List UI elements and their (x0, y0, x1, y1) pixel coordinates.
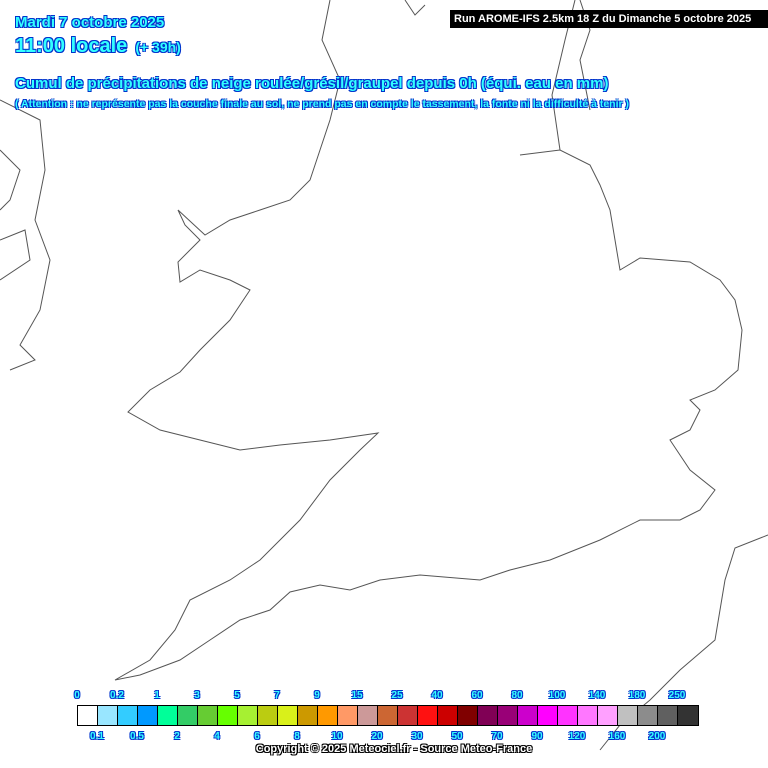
legend-label: 180 (628, 690, 646, 701)
legend-swatch (158, 706, 178, 725)
legend-label: 120 (568, 731, 586, 742)
legend-swatch (178, 706, 198, 725)
lead-time: (+ 39h) (135, 39, 181, 55)
legend-swatch (238, 706, 258, 725)
legend-label: 0.5 (130, 731, 144, 742)
legend-label: 70 (491, 731, 503, 742)
legend-label: 10 (331, 731, 343, 742)
model-run-info: Run AROME-IFS 2.5km 18 Z du Dimanche 5 o… (450, 10, 768, 28)
legend-label: 80 (511, 690, 523, 701)
legend-label: 30 (411, 731, 423, 742)
legend-swatch (578, 706, 598, 725)
legend-swatch (258, 706, 278, 725)
legend-swatch (358, 706, 378, 725)
legend-swatch (338, 706, 358, 725)
legend-swatch (658, 706, 678, 725)
legend-label: 1 (154, 690, 160, 701)
legend-label: 2 (174, 731, 180, 742)
coastline-ireland (0, 99, 51, 371)
legend-swatch (598, 706, 618, 725)
forecast-time: 11:00 locale (+ 39h) (15, 35, 181, 58)
legend-swatch (118, 706, 138, 725)
legend-swatch (278, 706, 298, 725)
legend-label: 9 (314, 690, 320, 701)
legend-label: 3 (194, 690, 200, 701)
map-title: Cumul de précipitations de neige roulée/… (15, 75, 609, 92)
legend-swatch (138, 706, 158, 725)
legend-label: 200 (648, 731, 666, 742)
legend-label: 0.1 (90, 731, 104, 742)
legend-swatch (438, 706, 458, 725)
legend-swatch (398, 706, 418, 725)
legend-label: 50 (451, 731, 463, 742)
legend-label: 250 (668, 690, 686, 701)
legend-swatch (678, 706, 698, 725)
legend-swatch (638, 706, 658, 725)
legend-swatch (518, 706, 538, 725)
map-note: ( Attention : ne représente pas la couch… (15, 98, 629, 110)
legend-label: 15 (351, 690, 363, 701)
legend-label: 25 (391, 690, 403, 701)
legend-swatch (458, 706, 478, 725)
legend-swatch (478, 706, 498, 725)
legend-swatch (498, 706, 518, 725)
coastline-great-britain (114, 0, 743, 681)
legend-label: 40 (431, 690, 443, 701)
legend-label: 0 (74, 690, 80, 701)
legend-swatch (78, 706, 98, 725)
legend-swatch (298, 706, 318, 725)
legend-label: 6 (254, 731, 260, 742)
legend-label: 140 (588, 690, 606, 701)
copyright: Copyright © 2025 Meteociel.fr - Source M… (255, 743, 533, 755)
color-legend (77, 705, 699, 726)
legend-swatch (218, 706, 238, 725)
legend-swatch (98, 706, 118, 725)
forecast-time-label: 11:00 locale (15, 35, 128, 57)
legend-label: 0.2 (110, 690, 124, 701)
legend-swatch (538, 706, 558, 725)
legend-swatch (418, 706, 438, 725)
forecast-date: Mardi 7 octobre 2025 (15, 14, 165, 31)
legend-label: 5 (234, 690, 240, 701)
legend-swatch (618, 706, 638, 725)
legend-label: 100 (548, 690, 566, 701)
legend-swatch (198, 706, 218, 725)
legend-label: 60 (471, 690, 483, 701)
legend-swatch (318, 706, 338, 725)
coastline-ireland-west (0, 149, 31, 281)
legend-swatch (558, 706, 578, 725)
legend-swatch (378, 706, 398, 725)
legend-label: 90 (531, 731, 543, 742)
legend-label: 8 (294, 731, 300, 742)
legend-label: 4 (214, 731, 220, 742)
legend-label: 7 (274, 690, 280, 701)
legend-label: 160 (608, 731, 626, 742)
legend-label: 20 (371, 731, 383, 742)
